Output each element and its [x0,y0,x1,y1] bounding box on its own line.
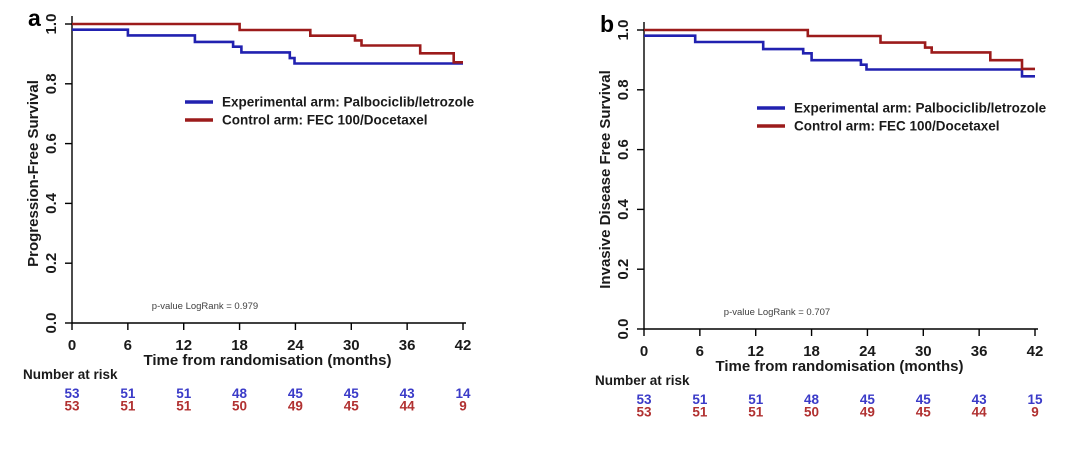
x-tick-label: 42 [455,337,472,354]
legend-label-control: Control arm: FEC 100/Docetaxel [794,119,1000,134]
risk-count: 53 [64,399,80,414]
risk-count: 9 [1031,405,1039,420]
risk-count: 15 [1027,392,1043,407]
y-tick-label: 0.4 [43,192,60,214]
x-tick-label: 42 [1027,343,1044,360]
risk-count: 53 [64,386,80,401]
km-curve-experimental [644,34,1035,78]
x-tick-label: 12 [747,343,764,360]
risk-count: 45 [916,392,932,407]
risk-count: 51 [176,399,192,414]
risk-count: 45 [860,392,876,407]
risk-count: 48 [804,392,820,407]
risk-count: 51 [120,386,136,401]
km-curve-control [72,22,463,64]
y-tick-label: 0.2 [615,259,632,280]
x-axis-title: Time from randomisation (months) [715,358,963,375]
risk-count: 43 [400,386,416,401]
y-tick-label: 0.4 [615,198,632,220]
y-tick-label: 0.6 [615,139,632,160]
x-tick-label: 0 [640,343,648,360]
risk-count: 51 [120,399,136,414]
risk-count: 45 [344,399,360,414]
y-tick-label: 1.0 [615,20,632,41]
risk-count: 51 [692,405,708,420]
panel-a-progression-free-survival: 1.0 0.8 0.6 0.4 0.2 0.0 0 6 12 18 24 30 36 42 Progress… [23,5,475,414]
risk-count: 44 [972,405,988,420]
panel-letter: b [600,11,614,37]
risk-count: 51 [176,386,192,401]
km-curve-control [644,28,1035,71]
km-plot-b: 1.0 0.8 0.6 0.4 0.2 0.0 0 6 12 18 24 30 36 42 Invasive… [595,11,1047,420]
risk-count: 51 [748,405,764,420]
risk-count: 45 [288,386,304,401]
number-at-risk-header: Number at risk [23,367,118,382]
y-tick-label: 0.8 [43,73,60,94]
y-tick-label: 0.6 [43,133,60,154]
risk-count: 45 [916,405,932,420]
legend-label-experimental: Experimental arm: Palbociclib/letrozole [794,101,1047,116]
risk-count: 44 [400,399,416,414]
x-axis-title: Time from randomisation (months) [143,352,391,369]
risk-count: 48 [232,386,248,401]
pvalue-logrank-label: p-value LogRank = 0.707 [724,307,830,318]
risk-count: 45 [344,386,360,401]
risk-count: 50 [232,399,247,414]
x-tick-label: 18 [231,337,248,354]
x-tick-label: 30 [915,343,932,360]
km-plot-a: 1.0 0.8 0.6 0.4 0.2 0.0 0 6 12 18 24 30 36 42 Progress… [23,5,475,414]
x-tick-label: 24 [859,343,876,360]
x-tick-label: 36 [399,337,416,354]
x-tick-label: 30 [343,337,360,354]
risk-count: 49 [860,405,875,420]
risk-count: 49 [288,399,303,414]
x-tick-label: 24 [287,337,304,354]
x-tick-label: 6 [124,337,132,354]
risk-count: 50 [804,405,819,420]
y-tick-label: 0.0 [43,313,60,334]
y-tick-label: 0.8 [615,79,632,100]
y-tick-label: 0.0 [615,319,632,340]
y-tick-label: 1.0 [43,14,60,35]
x-tick-label: 6 [696,343,704,360]
number-at-risk-header: Number at risk [595,373,690,388]
risk-count: 51 [748,392,764,407]
y-axis-title: Invasive Disease Free Survival [597,70,614,288]
pvalue-logrank-label: p-value LogRank = 0.979 [152,301,258,312]
km-curve-experimental [72,28,463,65]
legend-label-control: Control arm: FEC 100/Docetaxel [222,113,428,128]
risk-count: 43 [972,392,988,407]
x-tick-label: 36 [971,343,988,360]
risk-count: 14 [455,386,471,401]
panel-b-invasive-disease-free-survival: 1.0 0.8 0.6 0.4 0.2 0.0 0 6 12 18 24 30 36 42 Invasive… [540,0,1080,451]
risk-count: 53 [636,392,652,407]
risk-count: 9 [459,399,467,414]
legend-label-experimental: Experimental arm: Palbociclib/letrozole [222,95,475,110]
y-axis-title: Progression-Free Survival [25,80,42,267]
x-tick-label: 18 [803,343,820,360]
x-tick-label: 0 [68,337,76,354]
x-tick-label: 12 [175,337,192,354]
risk-count: 51 [692,392,708,407]
risk-count: 53 [636,405,652,420]
y-tick-label: 0.2 [43,253,60,274]
panel-letter: a [28,5,41,31]
